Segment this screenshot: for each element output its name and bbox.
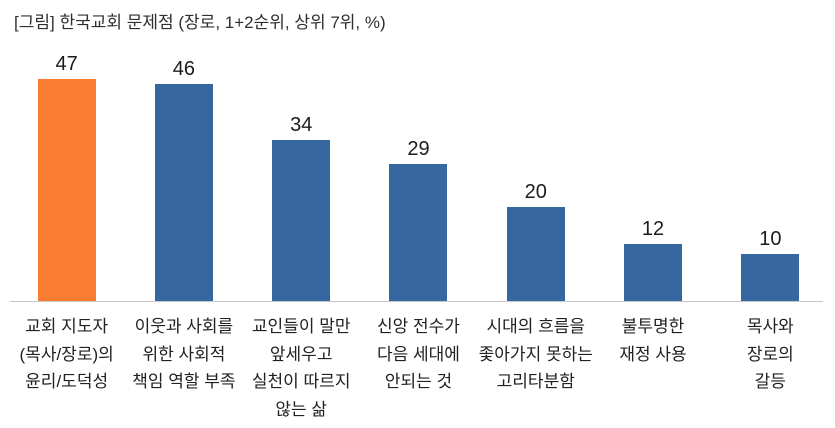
bar-value-label: 46 bbox=[172, 58, 196, 80]
category-label: 시대의 흐름을 좇아가지 못하는 고리타분함 bbox=[478, 317, 593, 391]
category-label: 신앙 전수가 다음 세대에 안되는 것 bbox=[377, 317, 460, 391]
category-label: 교인들이 말만 앞세우고 실천이 따르지 않는 삶 bbox=[251, 317, 351, 419]
bar-value-label: 29 bbox=[407, 138, 430, 160]
category-cell: 이웃과 사회를 위한 사회적 책임 역할 부족 bbox=[125, 313, 242, 423]
category-label: 목사와 장로의 갈등 bbox=[746, 317, 794, 391]
bar-column: 12 bbox=[594, 50, 711, 301]
bar-column: 20 bbox=[477, 50, 594, 301]
category-cell: 교회 지도자 (목사/장로)의 윤리/도덕성 bbox=[8, 313, 125, 423]
x-axis-line bbox=[10, 301, 823, 302]
category-label: 교회 지도자 (목사/장로)의 윤리/도덕성 bbox=[19, 317, 114, 391]
bar-column: 47 bbox=[8, 50, 125, 301]
bar bbox=[154, 84, 213, 301]
bar-column: 29 bbox=[360, 50, 477, 301]
bar-column: 10 bbox=[712, 50, 829, 301]
plot-area: 47 46 34 29 20 12 10 bbox=[8, 50, 829, 301]
category-label: 이웃과 사회를 위한 사회적 책임 역할 부족 bbox=[132, 317, 236, 391]
category-cell: 불투명한 재정 사용 bbox=[594, 313, 711, 423]
bar-column: 46 bbox=[125, 50, 242, 301]
bar-column: 34 bbox=[243, 50, 360, 301]
bar-value-label: 10 bbox=[759, 228, 782, 250]
bar bbox=[741, 254, 800, 301]
category-axis: 교회 지도자 (목사/장로)의 윤리/도덕성 이웃과 사회를 위한 사회적 책임 … bbox=[8, 313, 829, 423]
category-cell: 신앙 전수가 다음 세대에 안되는 것 bbox=[360, 313, 477, 423]
bar bbox=[624, 244, 683, 301]
bar-value-label: 20 bbox=[524, 181, 547, 203]
bar bbox=[37, 79, 96, 301]
bar-value-label: 34 bbox=[290, 114, 313, 136]
category-label: 불투명한 재정 사용 bbox=[619, 317, 687, 364]
category-cell: 시대의 흐름을 좇아가지 못하는 고리타분함 bbox=[477, 313, 594, 423]
bar bbox=[506, 207, 565, 301]
category-cell: 목사와 장로의 갈등 bbox=[712, 313, 829, 423]
category-cell: 교인들이 말만 앞세우고 실천이 따르지 않는 삶 bbox=[243, 313, 360, 423]
bar bbox=[389, 164, 448, 301]
bar-value-label: 47 bbox=[55, 53, 78, 75]
chart-title: [그림] 한국교회 문제점 (장로, 1+2순위, 상위 7위, %) bbox=[14, 13, 386, 32]
bar bbox=[272, 140, 331, 301]
bar-value-label: 12 bbox=[641, 218, 665, 240]
